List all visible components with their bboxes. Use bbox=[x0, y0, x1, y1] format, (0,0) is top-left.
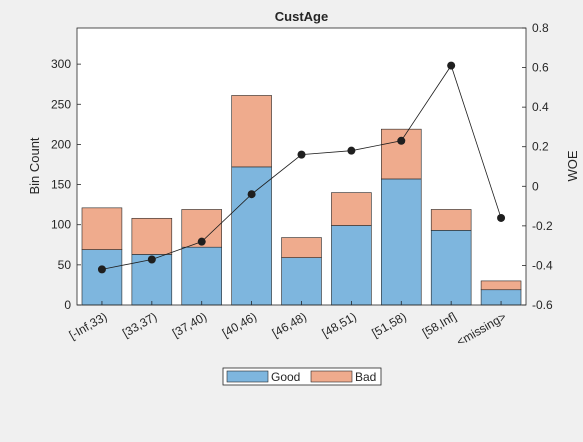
y2-tick-label-2: -0.2 bbox=[532, 219, 553, 233]
x-tick-label-4: [46,48) bbox=[270, 309, 309, 340]
y-tick-label-6: 300 bbox=[51, 57, 71, 71]
legend-swatch-bad bbox=[310, 370, 353, 383]
legend-label-bad: Bad bbox=[355, 370, 376, 384]
y2-tick-label-3: 0 bbox=[532, 179, 539, 193]
y2-tick-label-6: 0.6 bbox=[532, 61, 549, 75]
y-tick-label-2: 100 bbox=[51, 218, 71, 232]
bar-good-3 bbox=[231, 166, 272, 306]
legend-swatch-good bbox=[226, 370, 269, 383]
x-tick-label-3: [40,46) bbox=[220, 309, 259, 340]
y2-tick-label-1: -0.4 bbox=[532, 258, 553, 272]
y-axis: 0 50 100 150 200 250 300 bbox=[51, 57, 81, 312]
woe-point-7 bbox=[447, 61, 456, 70]
bar-bad-8 bbox=[480, 280, 522, 291]
legend: Good Bad bbox=[222, 367, 382, 386]
bar-bad-6 bbox=[381, 128, 422, 180]
woe-point-5 bbox=[347, 146, 356, 155]
bar-good-4 bbox=[281, 257, 322, 306]
bar-good-0 bbox=[81, 249, 123, 306]
bar-good-5 bbox=[331, 225, 372, 306]
y2-tick-label-4: 0.2 bbox=[532, 140, 549, 154]
bar-good-7 bbox=[430, 230, 472, 306]
legend-label-good: Good bbox=[271, 370, 300, 384]
y2-tick-label-7: 0.8 bbox=[532, 21, 549, 35]
y2-axis: -0.6 -0.4 -0.2 0 0.2 0.4 0.6 0.8 bbox=[522, 21, 553, 312]
bar-bad-5 bbox=[331, 192, 372, 226]
woe-point-2 bbox=[197, 237, 206, 246]
x-tick-label-6: [51,58) bbox=[369, 309, 408, 340]
y-axis-label: Bin Count bbox=[27, 137, 42, 194]
x-tick-label-8: <missing> bbox=[454, 309, 508, 348]
bar-bad-3 bbox=[231, 95, 272, 168]
x-tick-label-7: [58,Inf] bbox=[420, 309, 459, 339]
y-tick-label-5: 250 bbox=[51, 97, 71, 111]
x-tick-label-0: [-Inf,33) bbox=[67, 309, 110, 342]
woe-point-6 bbox=[397, 136, 406, 145]
woe-point-4 bbox=[297, 150, 306, 159]
woe-point-0 bbox=[97, 265, 106, 274]
y-tick-label-4: 200 bbox=[51, 137, 71, 151]
bar-bad-4 bbox=[281, 237, 322, 258]
woe-layer bbox=[97, 61, 506, 274]
y2-tick-label-0: -0.6 bbox=[532, 298, 553, 312]
y-tick-label-0: 0 bbox=[64, 298, 71, 312]
y-tick-label-3: 150 bbox=[51, 178, 71, 192]
bar-bad-0 bbox=[81, 207, 123, 250]
x-axis: [-Inf,33) [33,37) [37,40) [40,46) [46,48) [48… bbox=[67, 301, 509, 349]
x-tick-label-1: [33,37) bbox=[120, 309, 159, 340]
x-tick-label-5: [48,51) bbox=[320, 309, 359, 340]
woe-point-3 bbox=[247, 190, 256, 199]
chart-title: CustAge bbox=[275, 9, 328, 24]
bar-good-2 bbox=[181, 246, 222, 306]
bars-layer bbox=[81, 95, 522, 306]
y2-tick-label-5: 0.4 bbox=[532, 100, 549, 114]
y2-axis-label: WOE bbox=[565, 150, 580, 181]
bar-bad-1 bbox=[131, 217, 173, 255]
woe-point-8 bbox=[497, 213, 506, 222]
bar-good-6 bbox=[381, 178, 422, 306]
y-tick-label-1: 50 bbox=[58, 258, 72, 272]
woe-point-1 bbox=[147, 255, 156, 264]
x-tick-label-2: [37,40) bbox=[170, 309, 209, 340]
bar-bad-7 bbox=[430, 209, 472, 231]
